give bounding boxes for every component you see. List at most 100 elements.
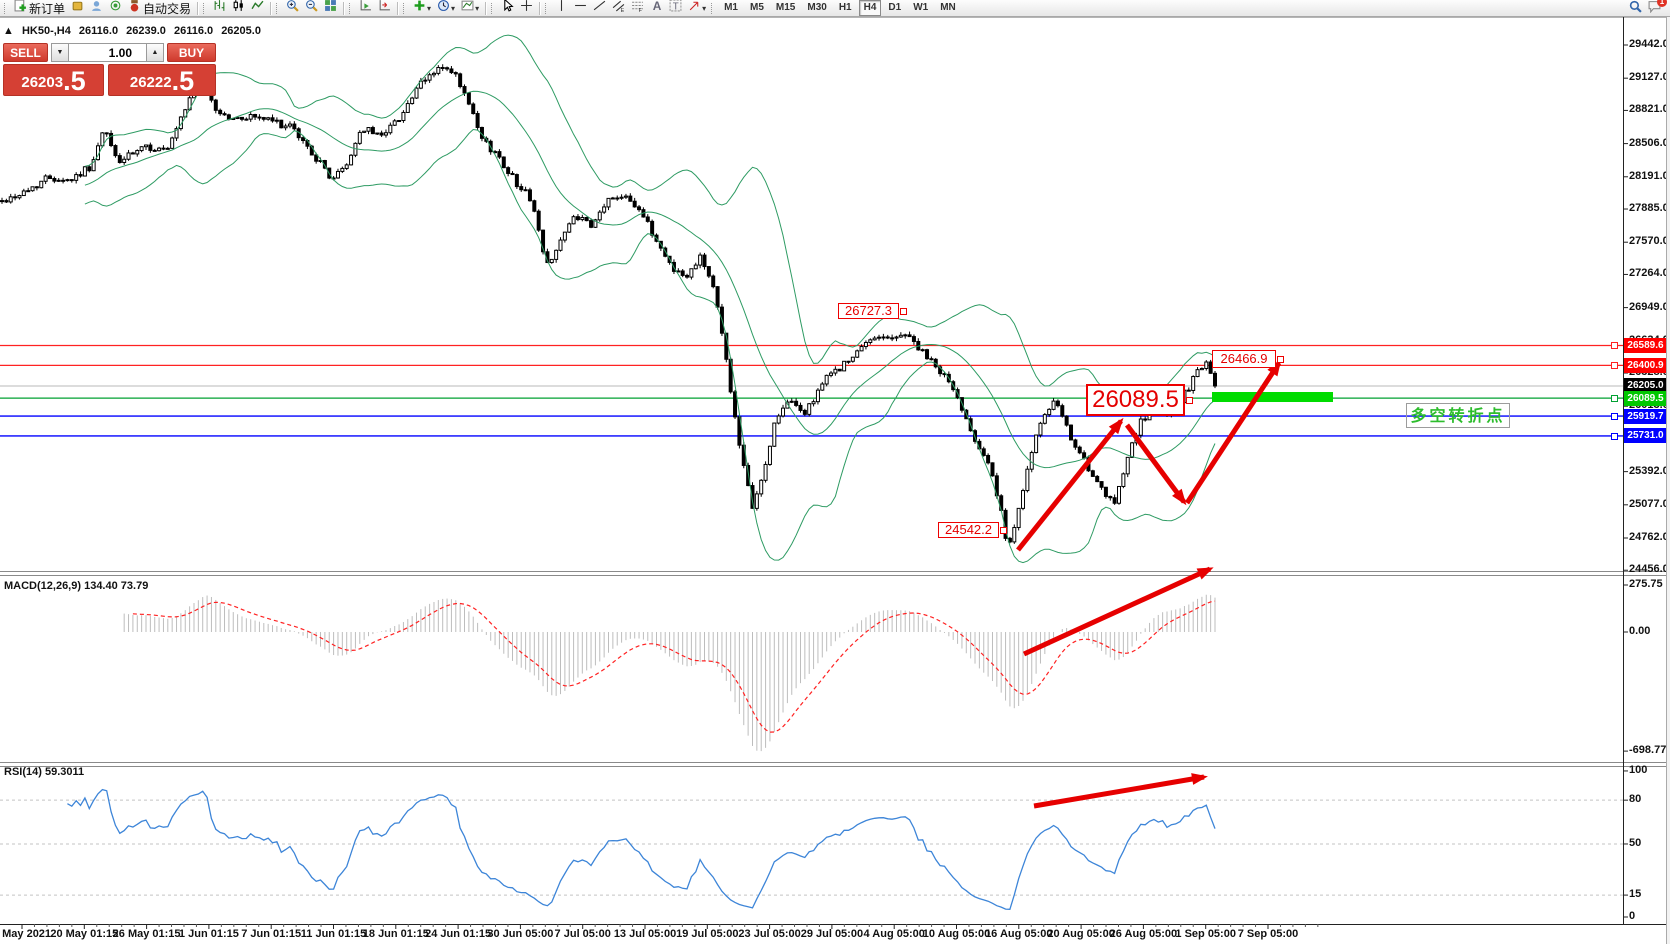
- bollinger-band: [84, 128, 1216, 564]
- price-tag-26466.9[interactable]: 26466.9: [1212, 350, 1276, 368]
- cursor-button[interactable]: [499, 0, 516, 17]
- market-button[interactable]: [69, 1, 86, 16]
- trend-arrow[interactable]: [1184, 359, 1282, 505]
- cursor-icon: [501, 0, 514, 17]
- time-tick-label: 23 Jul 05:00: [738, 928, 801, 940]
- sell-price[interactable]: 26203 .5: [3, 64, 104, 96]
- trend-arrow[interactable]: [1033, 773, 1208, 809]
- price-label-26205.0: 26205.0: [1624, 378, 1667, 394]
- time-tick-label: 24 Jun 01:15: [425, 928, 492, 940]
- timeframe-mn[interactable]: MN: [940, 2, 956, 13]
- trend-arrow[interactable]: [1124, 423, 1187, 506]
- candlestick-chart-button[interactable]: [230, 0, 247, 16]
- zoom-in-button[interactable]: [284, 0, 301, 16]
- toolbar-grip: [276, 2, 280, 14]
- fibonacci-tool-icon: F: [631, 0, 644, 17]
- timeframe-m15[interactable]: M15: [775, 2, 796, 13]
- price-tick: 27885.0: [1629, 202, 1669, 215]
- timeframe-w1[interactable]: W1: [913, 2, 929, 13]
- quote-open: 26116.0: [78, 25, 119, 37]
- mql5-community-button[interactable]: [88, 1, 105, 16]
- new-order-button[interactable]: 新订单: [12, 0, 67, 16]
- rsi-tick: 0: [1629, 910, 1636, 922]
- text-label-tool-button[interactable]: T: [667, 0, 684, 17]
- auto-scroll-button[interactable]: [357, 0, 374, 17]
- vertical-line-tool-button[interactable]: [553, 0, 570, 17]
- timeframe-m5[interactable]: M5: [750, 2, 764, 13]
- signals-button[interactable]: [107, 0, 124, 16]
- arrows-tool-button[interactable]: ▾: [686, 1, 708, 16]
- chat-button[interactable]: 1: [1646, 0, 1667, 16]
- trendline-tool-button[interactable]: [591, 0, 608, 17]
- price-tag-24542.2[interactable]: 24542.2: [938, 522, 999, 538]
- price-tag-26727.3[interactable]: 26727.3: [838, 303, 899, 319]
- chevron-down-icon: ▾: [427, 3, 432, 13]
- trendline-tool-icon: [593, 0, 606, 17]
- line-chart-button[interactable]: [249, 0, 266, 16]
- volume-input[interactable]: [69, 43, 146, 62]
- buy-price[interactable]: 26222 .5: [108, 64, 216, 96]
- price-tag-26089.5[interactable]: 26089.5: [1086, 384, 1185, 416]
- tag-anchor[interactable]: [1000, 527, 1007, 534]
- sell-button[interactable]: SELL: [3, 43, 48, 62]
- time-tick-label: 29 Jul 05:00: [800, 928, 864, 940]
- price-tick: 28506.0: [1629, 136, 1669, 149]
- line-anchor[interactable]: [1611, 342, 1618, 350]
- chevron-down-icon: ▾: [475, 3, 480, 13]
- line-anchor[interactable]: [1611, 432, 1618, 440]
- text-tool-button[interactable]: A: [648, 0, 665, 16]
- tile-windows-icon: [324, 0, 337, 17]
- tag-anchor[interactable]: [1186, 397, 1193, 404]
- buy-button[interactable]: BUY: [167, 43, 216, 62]
- auto-scroll-icon: [359, 0, 372, 17]
- vertical-line-tool-icon: [555, 0, 568, 17]
- one-click-trading-panel: SELL ▼ ▲ BUY 26203 .5 26222 .5: [3, 43, 216, 97]
- timeframe-h1[interactable]: H1: [838, 2, 852, 13]
- tile-windows-button[interactable]: [322, 0, 339, 17]
- horizontal-line-tool-button[interactable]: [572, 1, 589, 16]
- timeframe-h4[interactable]: H4: [858, 0, 882, 16]
- text-label-tool-icon: T: [669, 0, 682, 17]
- arrows-tool-icon: [688, 0, 701, 17]
- time-tick-label: 7 Jun 01:15: [241, 928, 302, 940]
- chart-shift-button[interactable]: [376, 0, 393, 16]
- bollinger-band: [84, 34, 1216, 405]
- autotrading-button[interactable]: 自动交易: [126, 0, 193, 16]
- crosshair-button[interactable]: [518, 0, 535, 16]
- price-label-25919.7: 25919.7: [1624, 408, 1667, 424]
- toolbar-separator: [343, 1, 345, 15]
- templates-button[interactable]: ▾: [459, 0, 481, 16]
- timeframe-m1[interactable]: M1: [724, 2, 738, 13]
- search-button[interactable]: [1627, 0, 1644, 18]
- timeframe-m30[interactable]: M30: [807, 2, 827, 13]
- support-zone-rectangle[interactable]: [1212, 392, 1333, 402]
- line-anchor[interactable]: [1611, 362, 1618, 370]
- bar-chart-button[interactable]: [211, 0, 228, 16]
- indicators-button[interactable]: ▾: [411, 0, 433, 16]
- toolbar-grip: [545, 2, 549, 14]
- trend-arrow[interactable]: [1016, 417, 1124, 552]
- line-anchor[interactable]: [1611, 413, 1618, 421]
- price-tick: 26949.0: [1629, 300, 1669, 313]
- tag-anchor[interactable]: [1277, 356, 1284, 363]
- price-tick: 24456.0: [1629, 563, 1669, 576]
- fibonacci-tool-button[interactable]: F: [629, 1, 646, 16]
- quote-expand-icon[interactable]: ▲: [3, 25, 14, 37]
- trend-arrow[interactable]: [1022, 566, 1214, 657]
- tag-anchor[interactable]: [900, 308, 907, 315]
- timeframe-d1[interactable]: D1: [888, 2, 902, 13]
- line-anchor[interactable]: [1611, 395, 1618, 403]
- search-icon: [1629, 0, 1642, 18]
- svg-text:E: E: [621, 8, 625, 12]
- equidistant-channel-tool-button[interactable]: E: [610, 0, 627, 16]
- volume-decrease-button[interactable]: ▼: [51, 43, 69, 62]
- periods-button[interactable]: ▾: [435, 0, 457, 16]
- price-tick: 29127.0: [1629, 71, 1669, 84]
- toolbar-separator: [270, 1, 272, 15]
- time-tick-label: 26 May 01:15: [112, 928, 181, 940]
- zoom-out-button[interactable]: [303, 0, 320, 16]
- cn-annotation[interactable]: 多空转折点: [1406, 403, 1510, 428]
- rsi-line: [67, 788, 1216, 910]
- volume-increase-button[interactable]: ▲: [146, 43, 164, 62]
